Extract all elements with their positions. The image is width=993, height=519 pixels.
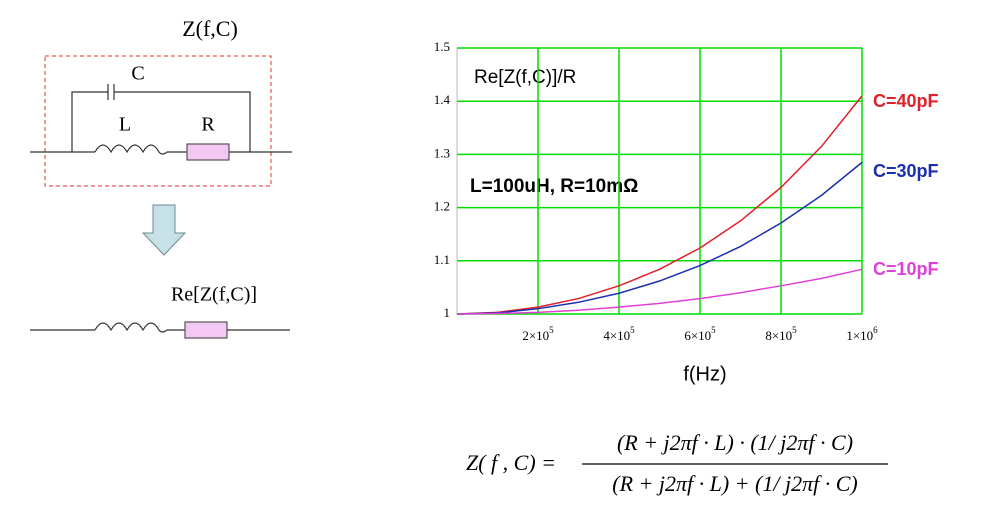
x-tick-exponent: 5 — [792, 325, 797, 335]
line — [456, 161, 863, 315]
circuit — [30, 84, 292, 339]
label-c: C — [131, 63, 144, 85]
legend-label: C=10pF — [873, 259, 939, 279]
x-tick-base: 4×10 — [603, 328, 630, 343]
x-tick-base: 8×10 — [765, 328, 792, 343]
y-tick-label: 1.4 — [434, 92, 451, 107]
y-tick-label: 1.1 — [434, 252, 450, 267]
diagram-title: Z(f,C) — [182, 16, 238, 41]
x-tick-exponent: 6 — [873, 325, 878, 335]
line — [456, 95, 863, 315]
x-tick-base: 1×10 — [846, 328, 873, 343]
label-l: L — [119, 114, 131, 136]
boundary — [44, 55, 272, 187]
result-label: Re[Z(f,C)] — [171, 284, 257, 306]
x-tick-label: 6×105 — [684, 325, 716, 343]
annotation: Re[Z(f,C)]/R — [474, 67, 576, 88]
x-tick-exponent: 5 — [630, 325, 635, 335]
y-tick-label: 1.2 — [434, 199, 450, 214]
formula-lhs: Z( f , C) = — [466, 450, 556, 475]
x-axis-label: f(Hz) — [683, 363, 726, 385]
y-tick-label: 1.5 — [434, 39, 450, 54]
annotation: L=100uH, R=10mΩ — [470, 176, 638, 197]
y-tick-label: 1 — [444, 305, 451, 320]
legend-label: C=40pF — [873, 91, 939, 111]
arrow — [141, 204, 187, 256]
x-tick-label: 8×105 — [765, 325, 797, 343]
x-tick-label: 2×105 — [522, 325, 554, 343]
x-tick-exponent: 5 — [711, 325, 716, 335]
x-tick-exponent: 5 — [549, 325, 554, 335]
x-tick-label: 1×106 — [846, 325, 878, 343]
x-tick-base: 6×10 — [684, 328, 711, 343]
x-tick-base: 2×10 — [522, 328, 549, 343]
label-r: R — [201, 114, 215, 136]
line — [456, 268, 863, 315]
legend-label: C=30pF — [873, 161, 939, 181]
formula-numerator: (R + j2πf · L) · (1/ j2πf · C) — [617, 430, 853, 455]
x-tick-label: 4×105 — [603, 325, 635, 343]
y-tick-label: 1.3 — [434, 145, 450, 160]
formula-denominator: (R + j2πf · L) + (1/ j2πf · C) — [612, 471, 857, 496]
